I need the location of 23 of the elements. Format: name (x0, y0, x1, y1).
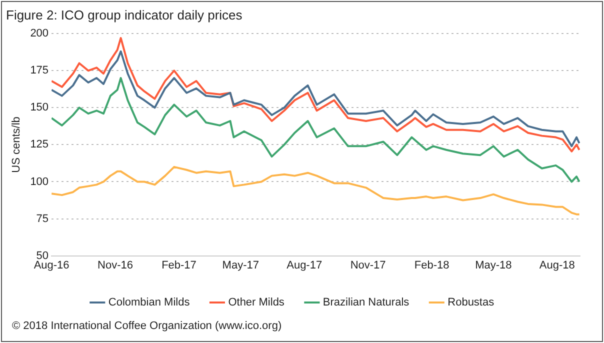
x-tick-label: Nov-16 (98, 259, 134, 272)
y-tick-label: 50 (36, 250, 49, 262)
chart-title: Figure 2: ICO group indicator daily prices (6, 7, 243, 22)
x-tick-label: Aug-18 (539, 259, 575, 272)
x-tick-label: Nov-17 (350, 259, 386, 272)
y-tick-label: 75 (36, 212, 49, 225)
legend-label: Colombian Milds (108, 296, 190, 309)
y-tick-label: 175 (30, 64, 49, 77)
x-tick-label: May-17 (222, 259, 259, 272)
legend-label: Robustas (448, 296, 495, 309)
x-tick-label: Aug-17 (286, 259, 322, 272)
x-tick-label: May-18 (475, 259, 512, 272)
legend-label: Brazilian Naturals (322, 296, 410, 309)
y-tick-label: 200 (30, 28, 49, 40)
y-tick-label: 100 (30, 176, 49, 188)
y-tick-label: 125 (30, 138, 49, 151)
text: © 2018 International Coffee Organization (www.ico.org) (12, 320, 282, 332)
y-tick-label: 150 (30, 102, 49, 114)
legend-label: Other Milds (228, 296, 285, 309)
x-tick-label: Aug-16 (34, 259, 70, 272)
x-tick-label: Feb-18 (414, 259, 450, 272)
y-axis-title: US cents/lb (10, 116, 23, 173)
x-tick-label: Feb-17 (162, 259, 196, 272)
